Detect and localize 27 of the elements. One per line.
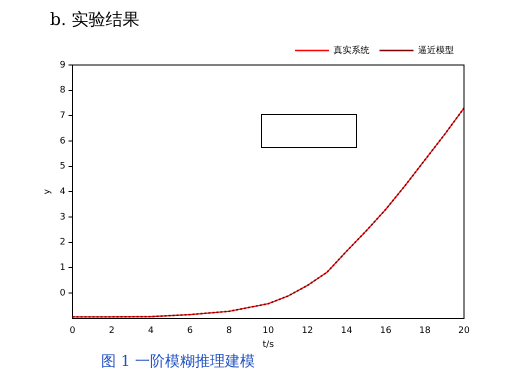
x-tick-label: 18 [419,326,431,336]
caption: 图 1 一阶模糊推理建模 [100,352,256,371]
x-tick-label: 10 [262,326,274,336]
chart-title: b. 实验结果 [50,9,141,32]
y-tick-label: 7 [60,111,66,122]
x-tick-label: 14 [340,326,353,336]
legend-label: 逼近模型 [418,44,454,56]
y-tick-label: 3 [60,212,66,222]
y-tick-label: 9 [60,60,66,70]
y-tick-label: 0 [60,288,66,298]
legend-label: 真实系统 [334,44,370,56]
x-tick-label: 16 [380,326,392,336]
y-tick-label: 2 [60,238,66,248]
x-tick-label: 12 [302,326,314,336]
x-tick-label: 8 [226,326,232,336]
x-tick-label: 4 [148,326,154,336]
x-tick-label: 2 [108,326,115,336]
y-tick-label: 5 [60,162,66,172]
x-tick-label: 20 [458,326,470,336]
y-axis-title: y [42,188,53,194]
x-tick-label: 0 [70,326,76,336]
x-tick-label: 6 [187,326,194,336]
y-tick-label: 8 [60,86,66,96]
y-tick-label: 1 [60,263,66,274]
y-tick-label: 4 [60,187,66,198]
y-tick-label: 6 [60,136,66,146]
x-axis-title: t/s [262,340,274,350]
